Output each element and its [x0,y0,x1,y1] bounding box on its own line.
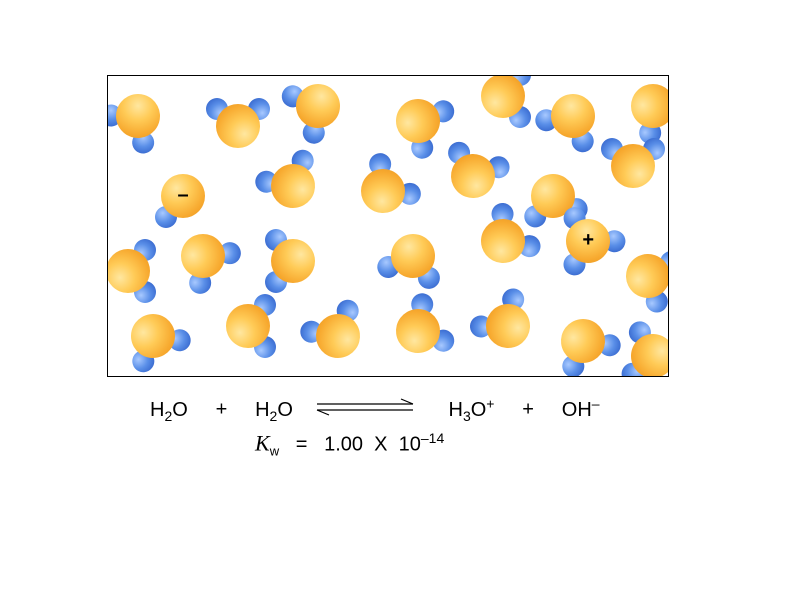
kw-value: 1.00 [324,434,363,456]
h2o-molecule [370,283,466,377]
kw-constant-line: Kw = 1.00 X 10–14 [255,430,444,459]
h2o-molecule [290,288,386,377]
equilibrium-equation: H2O + H2O H3O+ + OH– [150,395,600,424]
plus-1: + [216,399,228,421]
product-2: OH– [562,399,600,421]
times-sign: X [374,434,387,456]
kw-base: 10 [399,434,421,456]
minus-charge-icon: – [173,184,193,207]
molecule-diagram: –+ [107,75,669,377]
reactant-2: H2O [255,399,293,421]
reactant-1: H2O [150,399,188,421]
h2o-molecule [612,315,669,377]
kw-symbol: K [255,431,270,456]
kw-exponent: –14 [421,430,444,446]
h2o-molecule [107,75,187,165]
h2o-molecule [213,291,283,361]
plus-charge-icon: + [578,229,598,252]
product-1: H3O+ [448,399,494,421]
equilibrium-arrow-icon [315,397,415,423]
equals-sign: = [296,434,308,456]
plus-2: + [522,399,534,421]
kw-subscript: w [270,444,279,459]
h2o-molecule [270,75,366,154]
h2o-molecule [203,91,273,161]
h2o-molecule [258,226,328,296]
h2o-molecule [598,131,668,201]
